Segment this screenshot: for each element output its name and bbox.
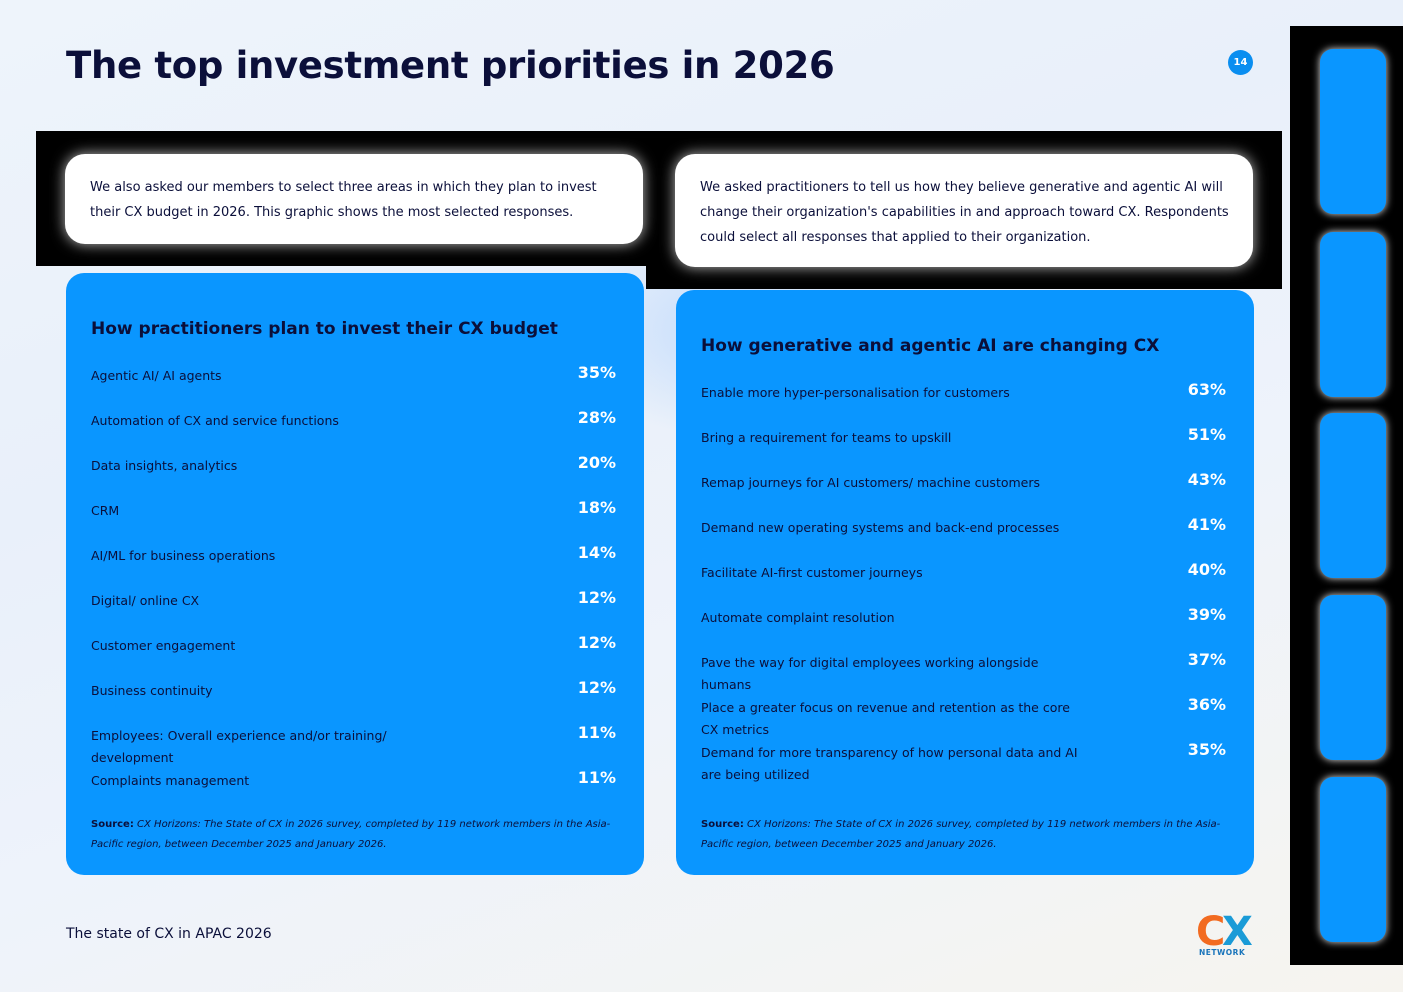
invest-budget-row-value: 11% — [577, 723, 616, 742]
invest-budget-row-label: AI/ML for business operations — [91, 548, 276, 563]
ai-changing-cx-row-value: 39% — [1187, 605, 1226, 624]
cx-network-logo: C X NETWORK — [1196, 909, 1253, 957]
invest-budget-row-label: Complaints management — [91, 773, 250, 788]
svg-text:NETWORK: NETWORK — [1199, 948, 1246, 957]
invest-budget-row-label: Agentic AI/ AI agents — [91, 368, 222, 383]
left-source-label: Source: — [91, 819, 134, 830]
right-source-text: CX Horizons: The State of CX in 2026 sur… — [701, 819, 1221, 850]
invest-budget-row-value: 18% — [577, 498, 616, 517]
invest-budget-row-label: Data insights, analytics — [91, 458, 238, 473]
ai-changing-cx-title: How generative and agentic AI are changi… — [701, 336, 1160, 356]
ai-changing-cx-row-label: Pave the way for digital employees worki… — [701, 655, 1039, 692]
right-source-note: Source: CX Horizons: The State of CX in … — [701, 815, 1221, 855]
ai-changing-cx-row-label: Facilitate AI-first customer journeys — [701, 565, 923, 580]
invest-budget-row-value: 35% — [577, 363, 616, 382]
ai-changing-cx-row-value: 43% — [1187, 470, 1226, 489]
invest-budget-row-label: Automation of CX and service functions — [91, 413, 339, 428]
ai-changing-cx-row-label: Automate complaint resolution — [701, 610, 895, 625]
right-intro-text: We asked practitioners to tell us how th… — [700, 180, 1229, 245]
side-tab-2[interactable] — [1320, 232, 1386, 397]
ai-changing-cx-row-label: Demand for more transparency of how pers… — [701, 745, 1078, 782]
ai-changing-cx-row-value: 51% — [1187, 425, 1226, 444]
ai-changing-cx-row-value: 63% — [1187, 380, 1226, 399]
right-source-label: Source: — [701, 819, 744, 830]
svg-text:C: C — [1196, 909, 1225, 955]
left-source-note: Source: CX Horizons: The State of CX in … — [91, 815, 611, 855]
page-number-badge: 14 — [1228, 50, 1253, 75]
ai-changing-cx-panel: How generative and agentic AI are changi… — [676, 290, 1254, 875]
invest-budget-row-label: Employees: Overall experience and/or tra… — [91, 728, 387, 765]
invest-budget-row-value: 11% — [577, 768, 616, 787]
footer-report-title: The state of CX in APAC 2026 — [66, 926, 272, 942]
side-tab-1[interactable] — [1320, 49, 1386, 214]
left-source-text: CX Horizons: The State of CX in 2026 sur… — [91, 819, 611, 850]
left-intro-text: We also asked our members to select thre… — [90, 180, 597, 220]
right-intro-card: We asked practitioners to tell us how th… — [675, 154, 1253, 267]
ai-changing-cx-row-value: 36% — [1187, 695, 1226, 714]
invest-budget-panel: How practitioners plan to invest their C… — [66, 273, 644, 875]
svg-text:X: X — [1222, 909, 1253, 955]
ai-changing-cx-row-value: 37% — [1187, 650, 1226, 669]
ai-changing-cx-row-label: Place a greater focus on revenue and ret… — [701, 700, 1070, 737]
invest-budget-row-value: 12% — [577, 633, 616, 652]
ai-changing-cx-row-label: Enable more hyper-personalisation for cu… — [701, 385, 1010, 400]
ai-changing-cx-row-label: Remap journeys for AI customers/ machine… — [701, 475, 1041, 490]
ai-changing-cx-row-label: Demand new operating systems and back-en… — [701, 520, 1060, 535]
left-intro-card: We also asked our members to select thre… — [65, 154, 643, 244]
side-tab-5[interactable] — [1320, 777, 1386, 942]
invest-budget-title: How practitioners plan to invest their C… — [91, 319, 558, 339]
ai-changing-cx-row-value: 40% — [1187, 560, 1226, 579]
ai-changing-cx-row-value: 41% — [1187, 515, 1226, 534]
ai-changing-cx-row-value: 35% — [1187, 740, 1226, 759]
invest-budget-row-value: 28% — [577, 408, 616, 427]
invest-budget-row-label: CRM — [91, 503, 120, 518]
invest-budget-row-value: 20% — [577, 453, 616, 472]
invest-budget-row-value: 14% — [577, 543, 616, 562]
side-tab-3[interactable] — [1320, 413, 1386, 578]
invest-budget-row-label: Business continuity — [91, 683, 213, 698]
invest-budget-row-value: 12% — [577, 588, 616, 607]
ai-changing-cx-row-label: Bring a requirement for teams to upskill — [701, 430, 952, 445]
side-tab-4[interactable] — [1320, 595, 1386, 760]
invest-budget-row-label: Customer engagement — [91, 638, 236, 653]
page-title: The top investment priorities in 2026 — [66, 44, 835, 87]
invest-budget-row-label: Digital/ online CX — [91, 593, 200, 608]
invest-budget-row-value: 12% — [577, 678, 616, 697]
